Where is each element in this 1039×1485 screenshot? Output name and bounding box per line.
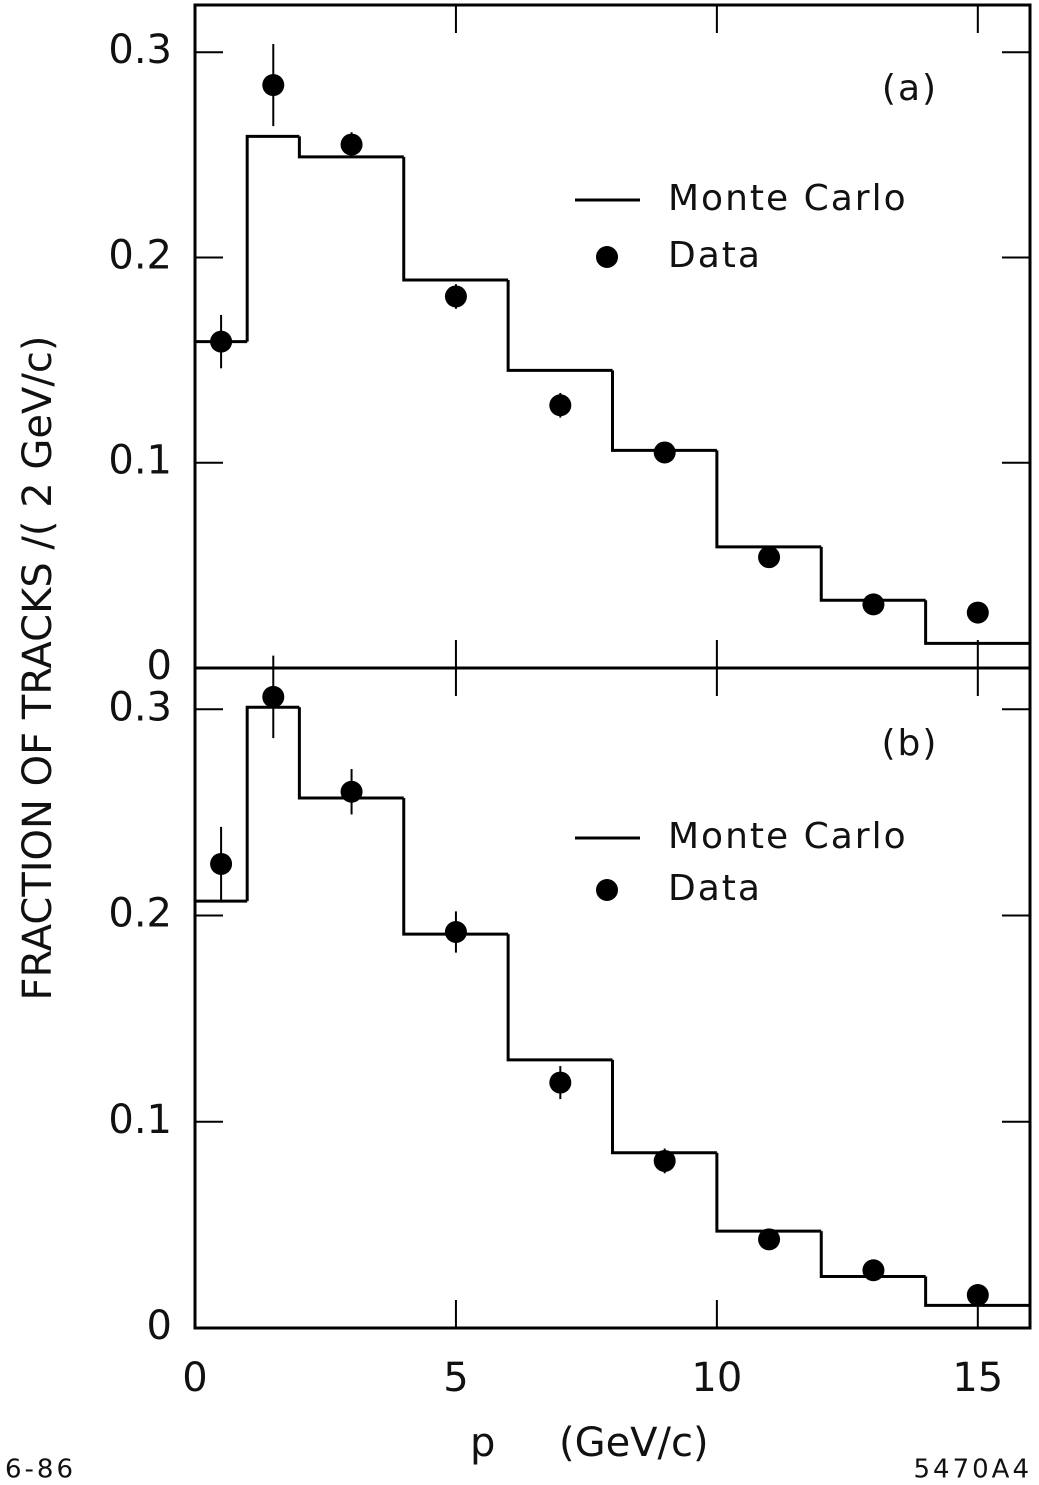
data-point: [340, 780, 363, 803]
x-axis-label: p (GeV/c): [470, 1420, 709, 1466]
histogram-bin: [611, 1059, 717, 1155]
y-tick-label: 0.1: [108, 438, 172, 484]
legend-dot: [596, 879, 618, 901]
data-point: [549, 394, 572, 417]
histogram-bin: [506, 934, 613, 1062]
panel-label: (b): [882, 723, 939, 764]
histogram-bin: [245, 705, 300, 902]
data-point: [862, 1259, 885, 1282]
y-tick-label: 0.3: [108, 27, 172, 73]
data-point: [444, 285, 467, 308]
x-tick-label: 5: [443, 1355, 468, 1401]
legend-dot: [596, 246, 618, 268]
histogram-bin: [819, 546, 926, 602]
data-point: [758, 546, 781, 569]
histogram-bin: [245, 134, 300, 342]
y-tick-label: 0.2: [108, 891, 172, 937]
data-point: [444, 921, 467, 943]
data-point: [340, 133, 363, 156]
histogram-bin: [402, 156, 509, 282]
histogram-bin: [924, 600, 1030, 645]
legend-label: Data: [668, 868, 762, 909]
footer-right: 5470A4: [914, 1455, 1033, 1485]
footer-left: 6-86: [5, 1455, 76, 1485]
data-point: [758, 1228, 781, 1251]
y-tick-label: 0.2: [108, 232, 172, 278]
histogram-bin: [715, 450, 822, 549]
plot-frame: [193, 666, 1032, 1330]
y-tick-label: 0: [147, 1303, 172, 1349]
y-axis-label: FRACTION OF TRACKS /( 2 GeV/c): [15, 336, 61, 1001]
x-tick-label: 0: [182, 1355, 207, 1401]
legend-label: Monte Carlo: [668, 816, 908, 857]
histogram-bin: [715, 1152, 822, 1233]
data-point: [966, 1284, 989, 1306]
histogram-bin: [819, 1231, 926, 1278]
data-point: [653, 441, 676, 464]
data-point: [862, 593, 885, 616]
data-point: [966, 601, 989, 624]
data-point: [210, 330, 233, 353]
histogram-bin: [297, 136, 404, 159]
histogram-bin: [506, 280, 613, 372]
y-tick-label: 0: [147, 643, 172, 689]
data-point: [549, 1071, 572, 1094]
data-point: [210, 852, 233, 875]
data-point: [262, 74, 285, 97]
data-point: [653, 1149, 676, 1172]
legend-label: Data: [668, 235, 762, 276]
histogram-bin: [402, 797, 509, 936]
x-tick-label: 10: [691, 1355, 742, 1401]
histogram-bin: [297, 707, 404, 800]
legend-label: Monte Carlo: [668, 178, 908, 219]
histogram-bin: [611, 370, 717, 452]
panel-label: (a): [882, 68, 938, 109]
y-tick-label: 0.3: [108, 684, 172, 730]
x-tick-label: 15: [952, 1355, 1003, 1401]
y-tick-label: 0.1: [108, 1097, 172, 1143]
data-point: [262, 685, 285, 708]
histogram-bin: [924, 1276, 1030, 1307]
